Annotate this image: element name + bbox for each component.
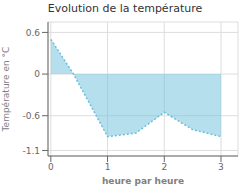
- html-text:Evolution de la température: Evolution de la température: [47, 2, 203, 15]
- svg-text:1: 1: [105, 162, 111, 172]
- svg-text:Température en °C: Température en °C: [8, 47, 11, 133]
- svg-text:0: 0: [48, 162, 54, 172]
- svg-text:-1.1: -1.1: [22, 146, 40, 156]
- svg-text:-0.6: -0.6: [22, 111, 40, 121]
- svg-text:0.6: 0.6: [26, 28, 41, 38]
- svg-text:heure par heure: heure par heure: [102, 176, 184, 186]
- svg-text:2: 2: [161, 162, 167, 172]
- svg-text:0: 0: [34, 69, 40, 79]
- svg-text:3: 3: [218, 162, 224, 172]
